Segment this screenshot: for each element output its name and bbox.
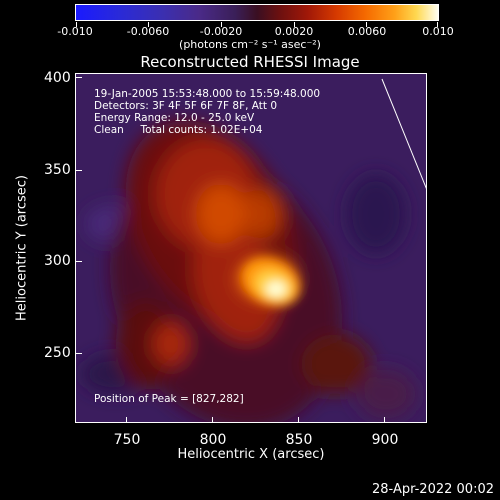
y-tick-label: 250: [44, 345, 71, 361]
x-tick-label: 850: [285, 432, 313, 448]
x-tick-label: 900: [371, 432, 399, 448]
time-range: 19-Jan-2005 15:53:48.000 to 15:59:48.000: [94, 88, 321, 100]
y-axis-title: Heliocentric Y (arcsec): [14, 175, 30, 321]
peak-position: Position of Peak = [827,282]: [94, 393, 244, 405]
y-tick-label: 400: [44, 70, 71, 86]
detectors: Detectors: 3F 4F 5F 6F 7F 8F, Att 0: [94, 100, 278, 112]
x-tick: [298, 417, 299, 423]
colorbar-label: 0.0020: [274, 25, 314, 38]
timestamp: 28-Apr-2022 00:02: [372, 482, 494, 497]
colorbar-label: -0.010: [57, 25, 93, 38]
colorbar-units: (photons cm⁻² s⁻¹ asec⁻²): [179, 38, 321, 51]
observation-info: 19-Jan-2005 15:53:48.000 to 15:59:48.000…: [94, 88, 320, 136]
colorbar-label: -0.0020: [199, 25, 243, 38]
colorbar-label: -0.0060: [126, 25, 170, 38]
x-tick: [384, 417, 385, 423]
x-tick-label: 800: [199, 432, 227, 448]
rhessi-image: [76, 74, 426, 422]
x-axis-title: Heliocentric X (arcsec): [177, 447, 325, 462]
x-tick: [126, 417, 127, 423]
energy-range: Energy Range: 12.0 - 25.0 keV: [94, 112, 255, 124]
x-tick: [212, 417, 213, 423]
colorbar: [75, 4, 439, 27]
y-tick: [76, 77, 82, 78]
y-tick: [76, 353, 82, 354]
image-plot: 19-Jan-2005 15:53:48.000 to 15:59:48.000…: [75, 73, 427, 423]
image-title: Reconstructed RHESSI Image: [140, 53, 360, 71]
clean-info: Clean Total counts: 1.02E+04: [94, 124, 263, 136]
colorbar-label: 0.010: [422, 25, 454, 38]
y-tick-label: 350: [44, 162, 71, 178]
y-tick: [76, 170, 82, 171]
x-tick-label: 750: [113, 432, 141, 448]
y-tick-label: 300: [44, 253, 71, 269]
y-tick: [76, 261, 82, 262]
colorbar-label: 0.0060: [347, 25, 387, 38]
